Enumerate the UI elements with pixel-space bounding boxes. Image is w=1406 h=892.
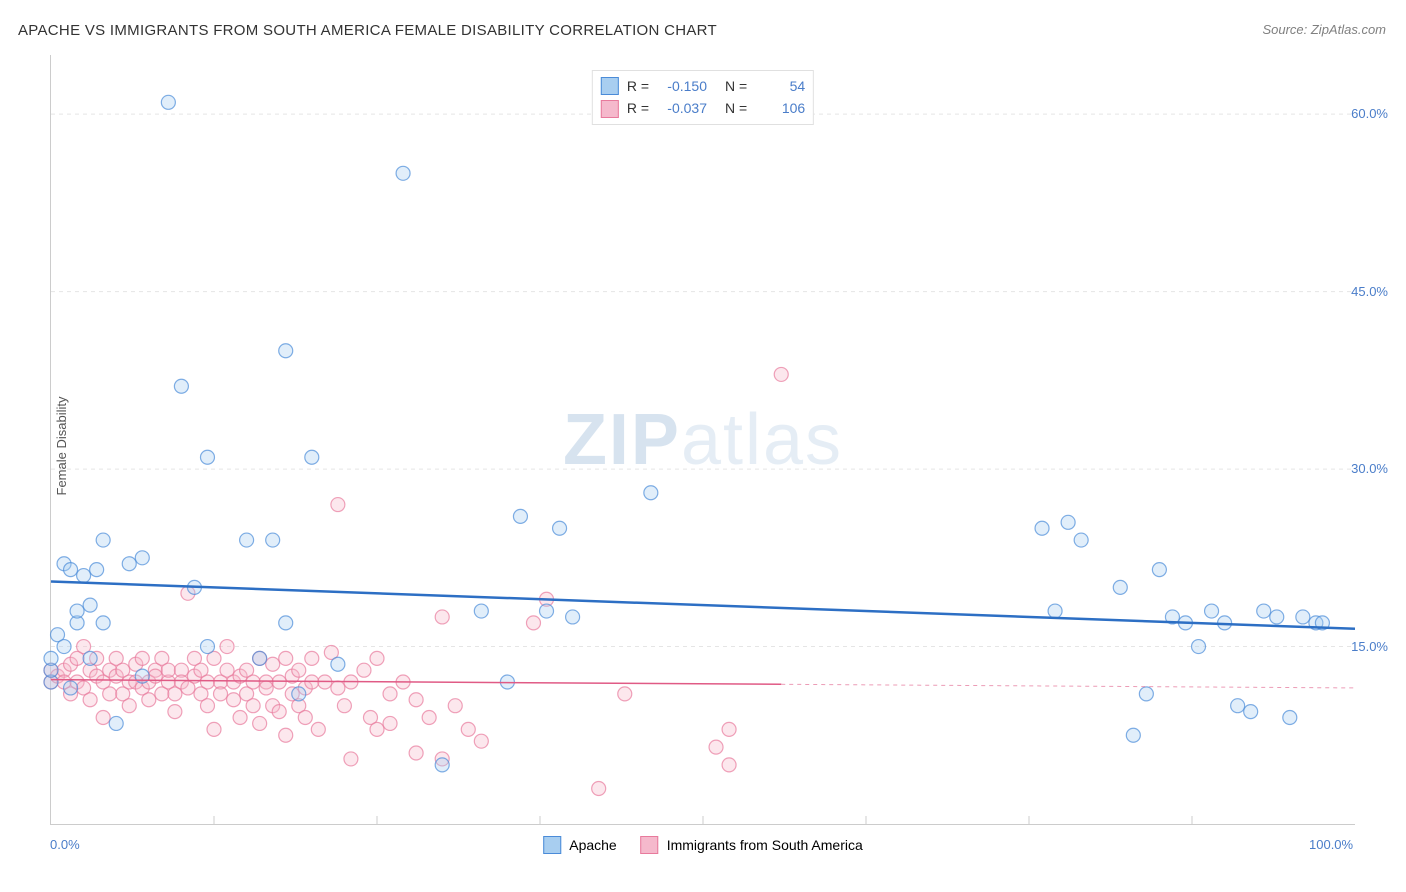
legend-stat-row: R = -0.150 N = 54 bbox=[601, 75, 805, 97]
source-attribution: Source: ZipAtlas.com bbox=[1262, 22, 1386, 37]
chart-title: APACHE VS IMMIGRANTS FROM SOUTH AMERICA … bbox=[18, 22, 717, 39]
legend-swatch bbox=[601, 100, 619, 118]
legend-stat-row: R = -0.037 N = 106 bbox=[601, 97, 805, 119]
legend-series-label: Immigrants from South America bbox=[667, 837, 863, 853]
plot-area: ZIPatlas R =-0.150N =54R =-0.037N =106 bbox=[50, 55, 1355, 825]
y-tick-label: 60.0% bbox=[1351, 106, 1388, 121]
legend-series-label: Apache bbox=[569, 837, 616, 853]
y-tick-label: 15.0% bbox=[1351, 639, 1388, 654]
legend-swatch bbox=[641, 836, 659, 854]
y-tick-label: 30.0% bbox=[1351, 461, 1388, 476]
x-tick-label: 100.0% bbox=[1309, 837, 1353, 852]
x-tick-label: 0.0% bbox=[50, 837, 80, 852]
legend-r-value: -0.037 bbox=[657, 97, 707, 119]
legend-n-label: N = bbox=[725, 97, 747, 119]
legend-series-item: Apache bbox=[543, 836, 616, 854]
legend-series-item: Immigrants from South America bbox=[641, 836, 863, 854]
legend-r-label: R = bbox=[627, 75, 649, 97]
legend-series: Apache Immigrants from South America bbox=[543, 836, 863, 854]
legend-r-value: -0.150 bbox=[657, 75, 707, 97]
legend-n-value: 54 bbox=[755, 75, 805, 97]
y-tick-label: 45.0% bbox=[1351, 284, 1388, 299]
legend-swatch bbox=[601, 77, 619, 95]
plot-svg bbox=[51, 55, 1355, 824]
legend-n-value: 106 bbox=[755, 97, 805, 119]
legend-swatch bbox=[543, 836, 561, 854]
legend-r-label: R = bbox=[627, 97, 649, 119]
legend-n-label: N = bbox=[725, 75, 747, 97]
legend-correlation-stats: R = -0.150 N = 54 R = -0.037 N = 106 bbox=[592, 70, 814, 125]
correlation-chart: APACHE VS IMMIGRANTS FROM SOUTH AMERICA … bbox=[0, 0, 1406, 892]
